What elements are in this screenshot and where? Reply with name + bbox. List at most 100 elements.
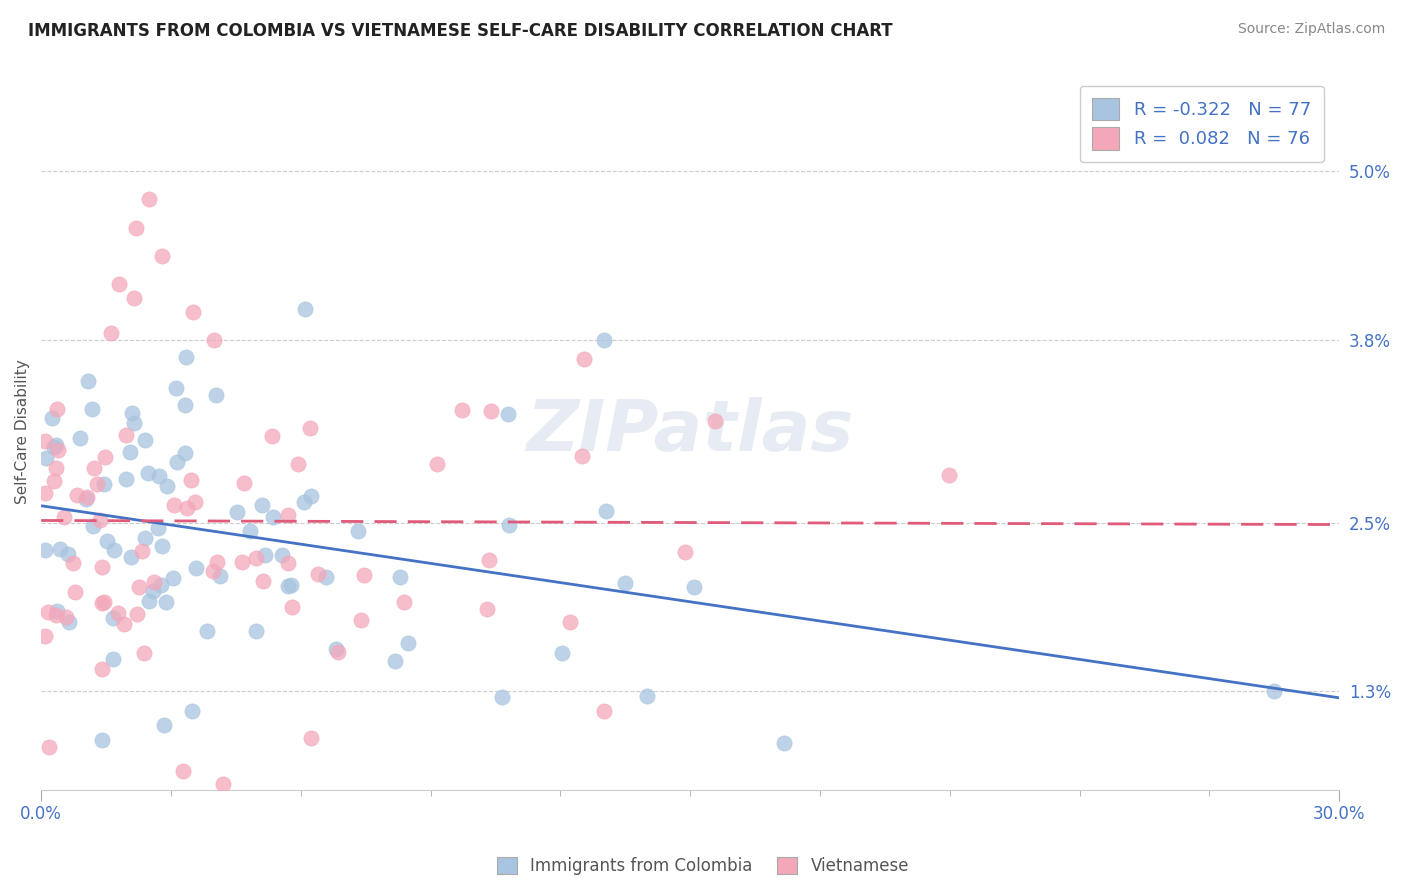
Point [108, 277, 131, 291]
Point [101, 611, 124, 625]
Text: IMMIGRANTS FROM COLOMBIA VS VIETNAMESE SELF-CARE DISABILITY CORRELATION CHART: IMMIGRANTS FROM COLOMBIA VS VIETNAMESE S… [28, 22, 893, 40]
Point [595, 504, 617, 518]
Point [208, 568, 231, 582]
Point [94, 450, 117, 465]
Point [174, 351, 197, 365]
Point [176, 501, 198, 516]
Point [82, 519, 104, 533]
Point [307, 566, 329, 581]
Y-axis label: Self-Care Disability: Self-Care Disability [15, 359, 30, 504]
Point [496, 407, 519, 421]
Point [86, 476, 108, 491]
Point [46, 402, 69, 417]
Point [75, 492, 97, 507]
Point [938, 468, 960, 483]
Point [392, 595, 415, 609]
Point [315, 570, 337, 584]
Point [682, 580, 704, 594]
Point [118, 445, 141, 459]
Point [636, 689, 658, 703]
Point [34, 629, 56, 643]
Point [89, 513, 111, 527]
Point [45, 438, 67, 452]
Point [174, 398, 197, 412]
Point [125, 220, 148, 235]
Point [299, 421, 322, 435]
Point [150, 249, 173, 263]
Point [226, 505, 249, 519]
Point [45, 605, 67, 619]
Point [121, 406, 143, 420]
Point [63, 584, 86, 599]
Point [131, 543, 153, 558]
Point [613, 575, 636, 590]
Point [148, 520, 170, 534]
Point [69, 431, 91, 445]
Point [571, 449, 593, 463]
Point [112, 617, 135, 632]
Point [58, 548, 80, 562]
Point [45, 461, 67, 475]
Point [205, 555, 228, 569]
Point [153, 718, 176, 732]
Point [107, 607, 129, 621]
Point [353, 568, 375, 582]
Point [91, 560, 114, 574]
Point [205, 388, 228, 402]
Point [93, 595, 115, 609]
Point [80, 402, 103, 417]
Point [149, 578, 172, 592]
Point [245, 624, 267, 638]
Text: Source: ZipAtlas.com: Source: ZipAtlas.com [1237, 22, 1385, 37]
Point [38, 740, 60, 755]
Point [41, 411, 63, 425]
Point [124, 416, 146, 430]
Point [277, 579, 299, 593]
Point [451, 403, 474, 417]
Legend: R = -0.322   N = 77, R =  0.082   N = 76: R = -0.322 N = 77, R = 0.082 N = 76 [1080, 86, 1323, 162]
Point [703, 414, 725, 428]
Point [231, 555, 253, 569]
Point [347, 524, 370, 538]
Point [325, 641, 347, 656]
Point [35, 451, 58, 466]
Point [262, 429, 284, 443]
Point [134, 646, 156, 660]
Point [252, 574, 274, 588]
Point [299, 489, 322, 503]
Point [475, 602, 498, 616]
Point [142, 583, 165, 598]
Point [180, 704, 202, 718]
Point [52, 509, 75, 524]
Point [270, 548, 292, 562]
Point [181, 305, 204, 319]
Point [83, 461, 105, 475]
Point [184, 495, 207, 509]
Point [558, 615, 581, 630]
Text: ZIPatlas: ZIPatlas [526, 397, 853, 466]
Point [233, 475, 256, 490]
Point [163, 499, 186, 513]
Point [46, 442, 69, 457]
Point [93, 477, 115, 491]
Point [62, 556, 84, 570]
Point [128, 580, 150, 594]
Point [150, 539, 173, 553]
Point [115, 472, 138, 486]
Point [138, 593, 160, 607]
Point [122, 291, 145, 305]
Point [479, 403, 502, 417]
Point [134, 531, 156, 545]
Point [1263, 684, 1285, 698]
Point [162, 571, 184, 585]
Point [49, 541, 72, 556]
Point [202, 564, 225, 578]
Point [180, 474, 202, 488]
Legend: Immigrants from Colombia, Vietnamese: Immigrants from Colombia, Vietnamese [488, 849, 918, 884]
Point [101, 652, 124, 666]
Point [202, 333, 225, 347]
Point [276, 556, 298, 570]
Point [551, 646, 574, 660]
Point [572, 351, 595, 366]
Point [281, 600, 304, 615]
